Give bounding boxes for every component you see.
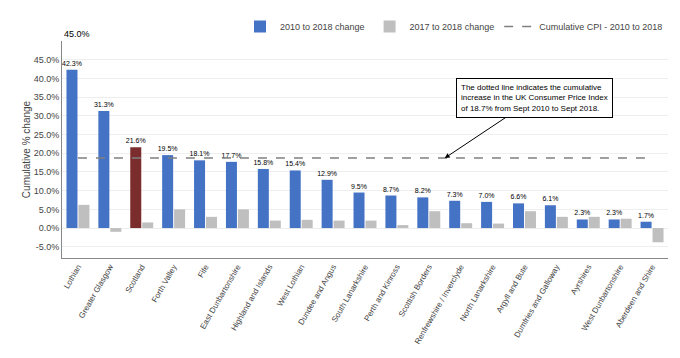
svg-text:6.1%: 6.1%: [542, 195, 558, 202]
svg-text:West Dunbartonshire: West Dunbartonshire: [580, 263, 626, 333]
svg-text:Dundee and Angus: Dundee and Angus: [296, 263, 338, 326]
svg-text:15.0%: 15.0%: [34, 167, 60, 177]
svg-text:Highland and Islands: Highland and Islands: [229, 263, 274, 332]
svg-text:Forth Valley: Forth Valley: [150, 263, 179, 304]
svg-text:0.0%: 0.0%: [39, 223, 60, 233]
svg-text:15.8%: 15.8%: [253, 159, 273, 166]
svg-text:Scotland: Scotland: [124, 263, 147, 294]
svg-text:21.6%: 21.6%: [126, 137, 146, 144]
svg-text:12.9%: 12.9%: [317, 170, 337, 177]
svg-text:7.3%: 7.3%: [447, 191, 463, 198]
svg-text:2017 to 2018 change: 2017 to 2018 change: [410, 22, 495, 32]
svg-text:Ayrshires: Ayrshires: [569, 263, 593, 296]
svg-text:Perth and Kinross: Perth and Kinross: [362, 263, 402, 323]
svg-text:9.5%: 9.5%: [351, 183, 367, 190]
svg-text:Lothian: Lothian: [62, 263, 83, 290]
svg-text:45.0%: 45.0%: [64, 29, 90, 39]
svg-text:Greater Glasgow: Greater Glasgow: [77, 263, 115, 320]
svg-text:Fife: Fife: [196, 263, 211, 280]
svg-text:East Dunbartonshire: East Dunbartonshire: [198, 263, 243, 331]
svg-text:2010 to 2018 change: 2010 to 2018 change: [280, 22, 365, 32]
svg-text:7.0%: 7.0%: [479, 192, 495, 199]
svg-text:45.0%: 45.0%: [34, 55, 60, 65]
svg-text:Aberdeen and Shire: Aberdeen and Shire: [614, 263, 658, 330]
svg-text:31.3%: 31.3%: [94, 101, 114, 108]
svg-text:5.0%: 5.0%: [39, 205, 60, 215]
svg-text:The dotted line indicates the: The dotted line indicates the cumulative…: [461, 83, 608, 113]
svg-text:2.3%: 2.3%: [574, 209, 590, 216]
svg-text:15.4%: 15.4%: [285, 160, 305, 167]
svg-text:40.0%: 40.0%: [34, 74, 60, 84]
svg-text:19.5%: 19.5%: [158, 145, 178, 152]
svg-text:Argyll and Bute: Argyll and Bute: [495, 263, 530, 315]
svg-text:Renfrewshire / Inverclyde: Renfrewshire / Inverclyde: [413, 263, 466, 346]
svg-text:20.0%: 20.0%: [34, 148, 60, 158]
svg-text:North Lanarkshire: North Lanarkshire: [458, 263, 498, 323]
svg-text:West Lothian: West Lothian: [275, 263, 306, 308]
svg-text:18.1%: 18.1%: [190, 150, 210, 157]
svg-text:42.3%: 42.3%: [62, 60, 82, 67]
svg-text:Cumulative % change: Cumulative % change: [21, 100, 32, 198]
svg-text:1.7%: 1.7%: [638, 212, 654, 219]
svg-text:35.0%: 35.0%: [34, 92, 60, 102]
svg-text:Scottish Borders: Scottish Borders: [397, 263, 434, 318]
svg-text:2.3%: 2.3%: [606, 209, 622, 216]
svg-text:6.6%: 6.6%: [511, 193, 527, 200]
svg-text:30.0%: 30.0%: [34, 111, 60, 121]
svg-text:10.0%: 10.0%: [34, 186, 60, 196]
svg-text:South Lanarkshire: South Lanarkshire: [330, 263, 371, 324]
svg-text:Dumfries and Galloway: Dumfries and Galloway: [512, 263, 561, 339]
svg-text:25.0%: 25.0%: [34, 130, 60, 140]
svg-text:-5.0%: -5.0%: [36, 242, 60, 252]
svg-text:17.7%: 17.7%: [222, 152, 242, 159]
svg-text:Cumulative CPI - 2010 to 2018: Cumulative CPI - 2010 to 2018: [539, 22, 662, 32]
svg-text:8.7%: 8.7%: [383, 186, 399, 193]
svg-text:8.2%: 8.2%: [415, 187, 431, 194]
